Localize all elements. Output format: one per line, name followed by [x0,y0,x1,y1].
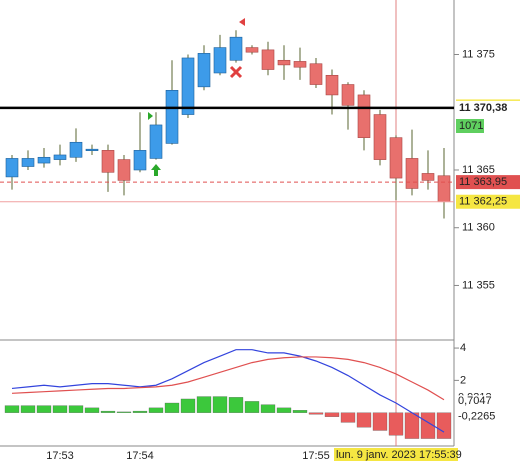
histogram-bar [404,412,420,439]
indicator-line [11,356,445,401]
value-label-box [456,395,496,408]
candle-body [373,114,387,160]
histogram-bar [116,411,132,413]
y-tick-label: 4 [460,342,466,354]
histogram-bar [228,397,244,413]
x-tick-label: 17:53 [46,450,74,461]
value-label: -0,2265 [458,410,495,422]
histogram-bar [292,410,308,413]
candle-body [149,124,163,159]
candle-body [341,84,355,106]
candle-body [85,148,99,151]
x-tick-label: 17:54 [126,450,154,461]
candle-body [245,47,259,53]
markers [148,18,245,176]
candle-body [229,36,243,61]
histogram-bar [20,405,36,413]
buy-marker [148,112,153,120]
up-arrow [151,164,161,176]
y-tick-label: 2 [460,374,466,386]
histogram-bar [388,412,404,436]
histogram-bar [276,407,292,413]
x-tick-label: 17:55 [302,450,330,461]
indicator-line [11,349,445,433]
histogram-bar [132,410,148,413]
histogram-bar [212,396,228,413]
cross-marker [229,65,243,79]
price-label-box [456,194,520,209]
histogram-bar [148,407,164,413]
price-label: 11 362,25 [459,196,507,208]
histogram-bar [356,412,372,428]
volume-label-box [456,119,484,133]
histogram-bar [164,402,180,413]
histogram-bar [340,412,356,423]
price-label-box [456,100,520,115]
histogram-bar [244,401,260,413]
price-label-box [456,175,520,190]
candle-body [405,158,419,189]
volume-label: 1071 [459,120,483,132]
candle-body [69,141,83,158]
histogram-bar [196,396,212,413]
histogram-bar [260,404,276,413]
candle-body [261,49,275,70]
candle-body [197,53,211,88]
y-tick-label: 11 375 [462,48,495,60]
histogram-bar [324,412,340,417]
candle-body [181,57,195,115]
y-tick-label: 11 365 [462,164,495,176]
histogram-bar [68,405,84,413]
price-label: 11 370,38 [459,102,507,114]
candle-body [437,175,451,203]
candle-body [5,158,19,178]
candle-body [21,158,35,167]
candle-body [165,90,179,144]
crosshair-label-box [334,448,458,461]
histogram-bar [180,398,196,413]
histogram-bar [52,405,68,413]
candle-body [325,74,339,96]
histogram-bar [420,412,436,439]
value-label: 0,7047 [458,395,492,407]
candle-body [53,154,67,160]
histogram-bar [84,407,100,413]
candle-body [101,150,115,173]
y-tick-label: 11 360 [462,222,495,234]
candle-body [213,47,227,74]
price-label: 11 363,95 [459,176,507,188]
histogram-bar [436,412,452,439]
candle-body [133,150,147,171]
y-tick-label: 11 355 [462,279,495,291]
crosshair-label: lun. 9 janv. 2023 17:55:39 [336,449,462,461]
candle-body [357,94,371,138]
candle-body [309,63,323,85]
candle-body [293,61,307,68]
histogram-bar [100,410,116,413]
candle-body [389,137,403,179]
histogram-bar [36,405,52,413]
candle-body [421,173,435,181]
value-label-box [456,410,496,423]
candle-body [37,156,51,164]
histogram-bar [372,412,388,431]
histogram-bar [4,405,20,413]
candle-body [117,159,131,181]
sell-marker [239,18,245,26]
candle-body [277,59,291,66]
histogram-bar [308,412,324,415]
